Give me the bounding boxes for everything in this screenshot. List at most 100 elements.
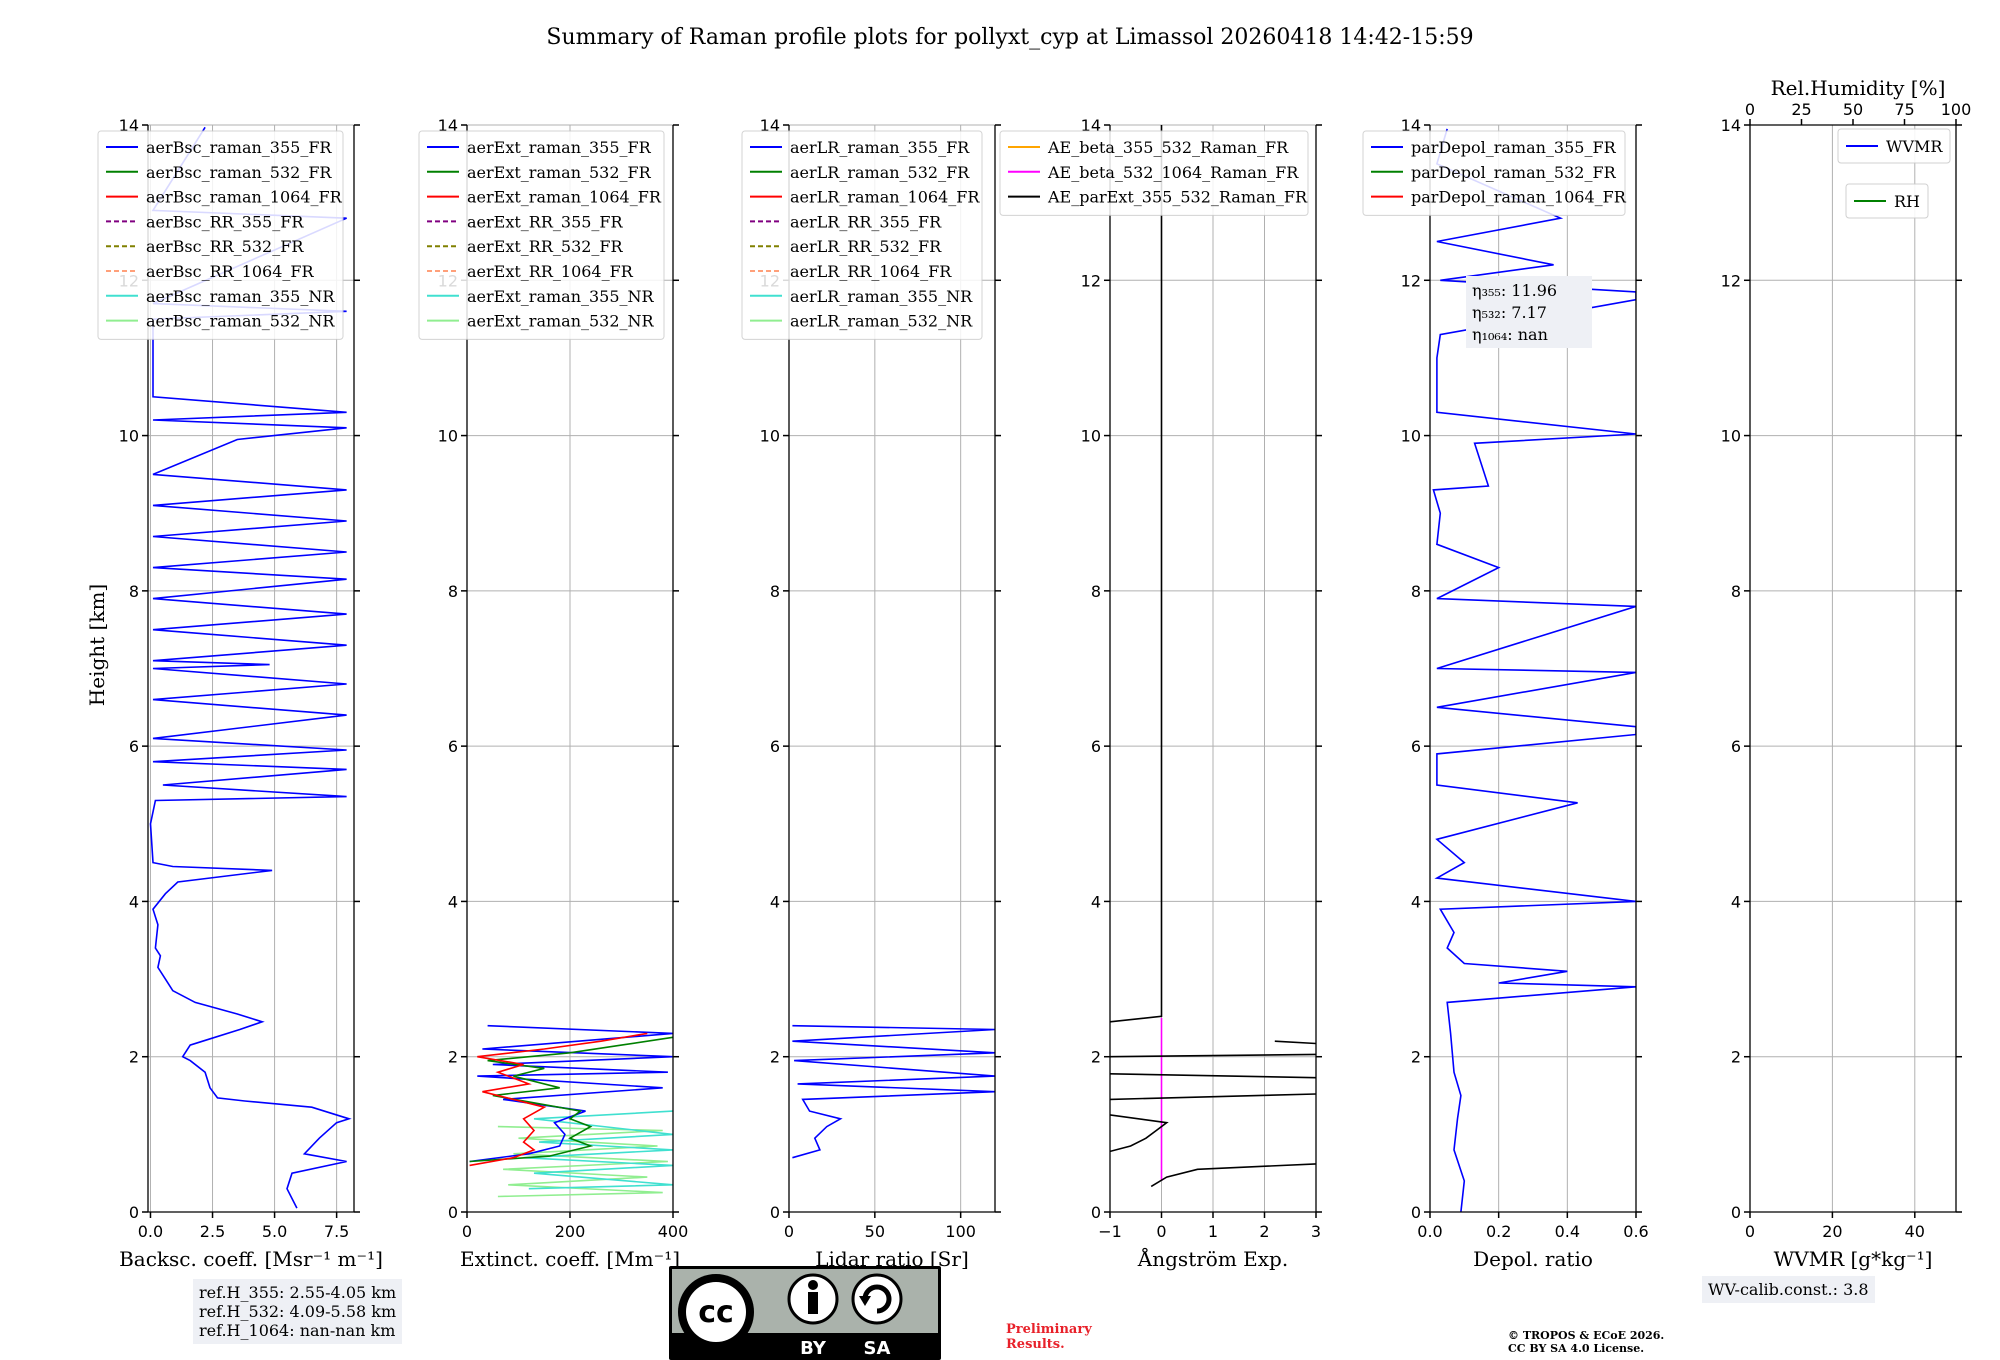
y-tick-label: 8 (1411, 582, 1421, 601)
y-tick-label: 2 (1091, 1048, 1101, 1067)
y-tick-label: 12 (1081, 271, 1101, 290)
y-tick-label: 6 (129, 737, 139, 756)
x-tick-label: 0.2 (1486, 1222, 1511, 1241)
legend-label: aerBsc_raman_355_FR (146, 138, 332, 157)
copyright-note: © TROPOS & ECoE 2026. CC BY SA 4.0 Licen… (1508, 1329, 1664, 1355)
x-tick-label: 0 (1745, 1222, 1755, 1241)
y-tick-label: 6 (770, 737, 780, 756)
badge-by-label: BY (800, 1338, 827, 1359)
x-axis-label-ae: Ångström Exp. (1137, 1246, 1288, 1271)
legend-label: RH (1894, 192, 1920, 211)
cc-by-sa-badge: cc BY SA (669, 1266, 941, 1360)
eta-annotation: η₃₅₅: 11.96 η₅₃₂: 7.17 η₁₀₆₄: nan (1466, 276, 1592, 348)
y-tick-label: 12 (1721, 271, 1741, 290)
series-line-AE_parExt_355_532_Raman_FR_c (1110, 1093, 1316, 1101)
y-tick-label: 10 (1721, 427, 1741, 446)
legend-label: aerExt_raman_355_FR (467, 138, 652, 157)
y-tick-label: 10 (1401, 427, 1421, 446)
panel-lr: 02468101214050100Lidar ratio [Sr]aerLR_r… (741, 116, 1001, 1271)
y-tick-label: 2 (770, 1048, 780, 1067)
y-tick-label: 4 (1731, 892, 1741, 911)
legend-label: parDepol_raman_1064_FR (1411, 188, 1627, 207)
legend-box (1837, 128, 1951, 164)
y-tick-label: 2 (1731, 1048, 1741, 1067)
series-line-aerExt_raman_532_FR (469, 1036, 673, 1163)
preliminary-line-1: Preliminary (1006, 1322, 1092, 1337)
x-tick-label: 20 (1822, 1222, 1842, 1241)
legend-label: aerLR_raman_532_FR (790, 163, 970, 182)
legend-label: WVMR (1886, 137, 1943, 156)
legend-label: aerLR_raman_355_FR (790, 138, 970, 157)
y-tick-label: 10 (438, 427, 458, 446)
y-tick-label: 14 (1401, 116, 1421, 135)
y-tick-label: 6 (1731, 737, 1741, 756)
y-tick-label: 0 (1731, 1203, 1741, 1222)
legend-label: aerBsc_raman_532_NR (146, 312, 335, 331)
y-tick-label: 8 (1731, 582, 1741, 601)
refh-532: ref.H_532: 4.09-5.58 km (199, 1302, 397, 1321)
y-tick-label: 6 (1091, 737, 1101, 756)
wv-calibration-box: WV-calib.const.: 3.8 (1702, 1276, 1875, 1303)
y-tick-label: 0 (770, 1203, 780, 1222)
legend-ext: aerExt_raman_355_FR aerExt_raman_532_FRae… (418, 130, 665, 340)
legend-box (741, 130, 983, 340)
x-tick-label: 400 (658, 1222, 689, 1241)
top-x-tick-label: 50 (1843, 100, 1863, 119)
x-tick-label: 50 (865, 1222, 885, 1241)
legend-box (418, 130, 665, 340)
x-tick-label: 7.5 (324, 1222, 349, 1241)
legend-label: aerLR_raman_532_NR (790, 312, 973, 331)
y-tick-label: 6 (1411, 737, 1421, 756)
series-group (469, 1024, 673, 1198)
legend-label: aerBsc_RR_1064_FR (146, 262, 315, 281)
legend-label: aerExt_RR_355_FR (467, 212, 624, 231)
copyright-line-1: © TROPOS & ECoE 2026. (1508, 1329, 1665, 1342)
series-line-AE_parExt_355_532_Raman_FR (1150, 1163, 1316, 1188)
y-tick-label: 8 (1091, 582, 1101, 601)
y-tick-label: 0 (448, 1203, 458, 1222)
y-tick-label: 4 (129, 892, 139, 911)
reference-height-box: ref.H_355: 2.55-4.05 km ref.H_532: 4.09-… (193, 1279, 403, 1344)
legend-label: aerBsc_raman_532_FR (146, 163, 332, 182)
x-tick-label: 1 (1208, 1222, 1218, 1241)
legend-ae: AE_beta_355_532_Raman_FR AE_beta_532_1064… (999, 130, 1309, 216)
legend-wv: WVMR RH (1837, 128, 1951, 219)
figure-title: Summary of Raman profile plots for polly… (546, 25, 1473, 50)
x-tick-label: 40 (1905, 1222, 1925, 1241)
x-tick-label: 200 (555, 1222, 586, 1241)
legend-label: aerExt_RR_1064_FR (467, 262, 634, 281)
x-axis-label-ext: Extinct. coeff. [Mm⁻¹] (460, 1247, 680, 1271)
y-tick-label: 2 (1411, 1048, 1421, 1067)
legend-label: aerExt_raman_355_NR (467, 287, 655, 306)
series-line-aerBsc_raman_355_FR (149, 126, 352, 1209)
top-x-tick-label: 25 (1791, 100, 1811, 119)
y-tick-label: 14 (1721, 116, 1741, 135)
series-group (1110, 125, 1316, 1188)
preliminary-note: Preliminary Results. (1006, 1322, 1092, 1352)
y-tick-label: 0 (1411, 1203, 1421, 1222)
x-tick-label: 5.0 (262, 1222, 287, 1241)
y-tick-label: 4 (770, 892, 780, 911)
x-axis-label-bsc: Backsc. coeff. [Msr⁻¹ m⁻¹] (119, 1247, 383, 1271)
panel-depol: 0 2 4 6 8 10 12 14 0.0 0.2 0.4 0.6 Depol. ratio parDe… (1362, 116, 1649, 1271)
top-x-axis-label: Rel.Humidity [%] (1771, 76, 1946, 100)
legend-box (1362, 130, 1626, 216)
legend-label: aerBsc_raman_1064_FR (146, 188, 343, 207)
top-x-tick-label: 75 (1894, 100, 1914, 119)
series-line-AE_parExt_355_532_Raman_FR_d (1110, 1073, 1316, 1079)
legend-bsc: aerBsc_raman_355_FR aerBsc_raman_532_FRae… (97, 130, 344, 340)
legend-label: aerExt_raman_532_FR (467, 163, 652, 182)
legend-label: aerExt_raman_1064_FR (467, 188, 662, 207)
x-axis-label-depol: Depol. ratio (1473, 1247, 1593, 1271)
copyright-line-2: CC BY SA 4.0 License. (1508, 1342, 1645, 1355)
y-tick-label: 8 (448, 582, 458, 601)
y-tick-label: 4 (1411, 892, 1421, 911)
legend-label: AE_beta_532_1064_Raman_FR (1047, 163, 1299, 182)
top-x-tick-label: 100 (1941, 100, 1972, 119)
x-tick-label: 2 (1259, 1222, 1269, 1241)
y-tick-label: 8 (129, 582, 139, 601)
legend-box (97, 130, 344, 340)
